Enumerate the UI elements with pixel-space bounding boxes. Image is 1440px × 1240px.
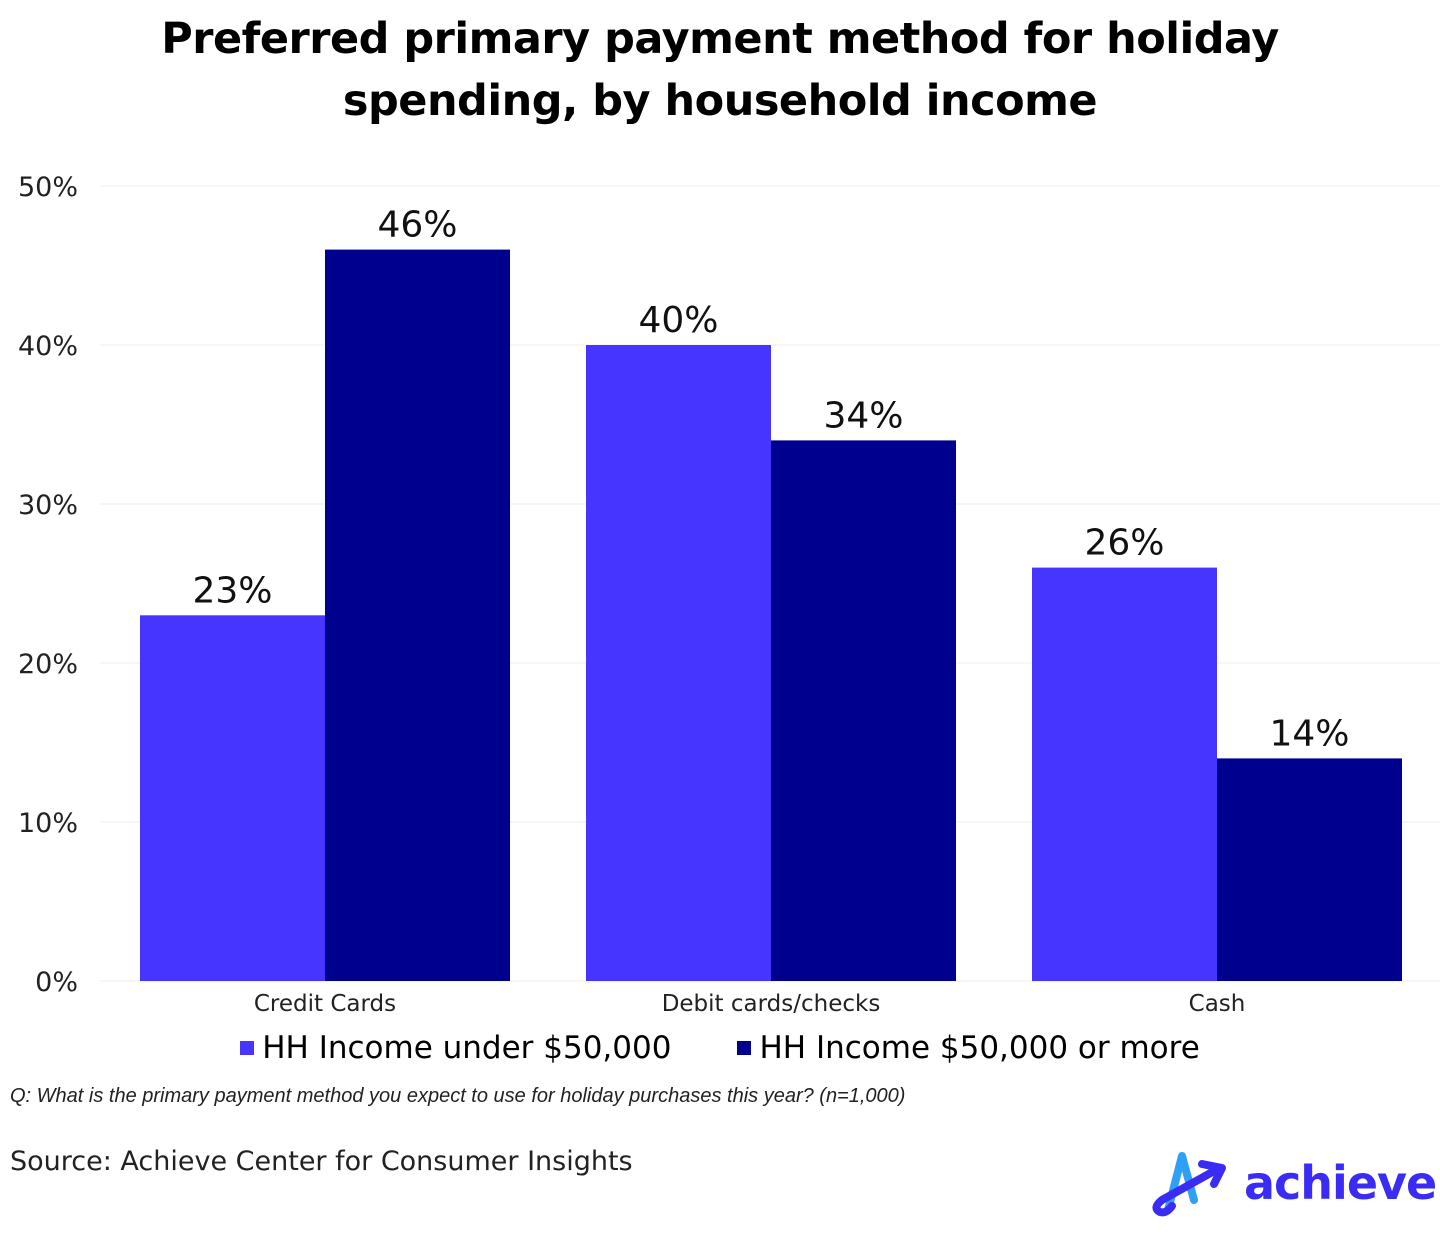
data-label: 23% xyxy=(192,570,272,611)
data-label: 26% xyxy=(1084,523,1164,564)
survey-question: Q: What is the primary payment method yo… xyxy=(10,1085,906,1107)
source-note: Source: Achieve Center for Consumer Insi… xyxy=(10,1146,633,1177)
logo-text: achieve xyxy=(1244,1156,1437,1210)
y-tick-label: 20% xyxy=(18,649,78,680)
chart-title: Preferred primary payment method for hol… xyxy=(0,8,1440,132)
y-tick-label: 50% xyxy=(18,172,78,203)
bar xyxy=(140,615,325,981)
legend: HH Income under $50,000 HH Income $50,00… xyxy=(0,1030,1440,1066)
y-tick-label: 10% xyxy=(18,808,78,839)
bar xyxy=(586,345,771,981)
achieve-logo-icon xyxy=(1152,1152,1226,1217)
bar xyxy=(1032,567,1217,981)
data-label: 40% xyxy=(638,300,718,341)
legend-item-50k-or-more: HH Income $50,000 or more xyxy=(737,1030,1200,1066)
title-line-1: Preferred primary payment method for hol… xyxy=(161,14,1279,64)
data-label: 34% xyxy=(823,395,903,436)
x-tick-label: Credit Cards xyxy=(254,991,396,1017)
data-label: 46% xyxy=(377,205,457,246)
legend-label: HH Income under $50,000 xyxy=(262,1030,672,1066)
data-label: 14% xyxy=(1269,713,1349,754)
x-tick-label: Cash xyxy=(1189,991,1246,1017)
bar xyxy=(325,249,510,982)
x-tick-label: Debit cards/checks xyxy=(662,991,881,1017)
bar xyxy=(1217,758,1402,981)
y-tick-label: 30% xyxy=(18,490,78,521)
achieve-logo: achieve xyxy=(1150,1148,1437,1218)
title-line-2: spending, by household income xyxy=(342,76,1098,126)
y-tick-label: 0% xyxy=(35,967,78,998)
bar xyxy=(771,440,956,981)
bar-chart: 0% 10% 20% 30% 40% 50% 23% 46% Credit Cards 40% 34… xyxy=(18,172,1440,1017)
legend-swatch xyxy=(737,1041,752,1055)
legend-item-under-50k: HH Income under $50,000 xyxy=(240,1030,671,1066)
y-tick-label: 40% xyxy=(18,331,78,362)
legend-swatch xyxy=(240,1041,255,1055)
legend-label: HH Income $50,000 or more xyxy=(759,1030,1200,1066)
